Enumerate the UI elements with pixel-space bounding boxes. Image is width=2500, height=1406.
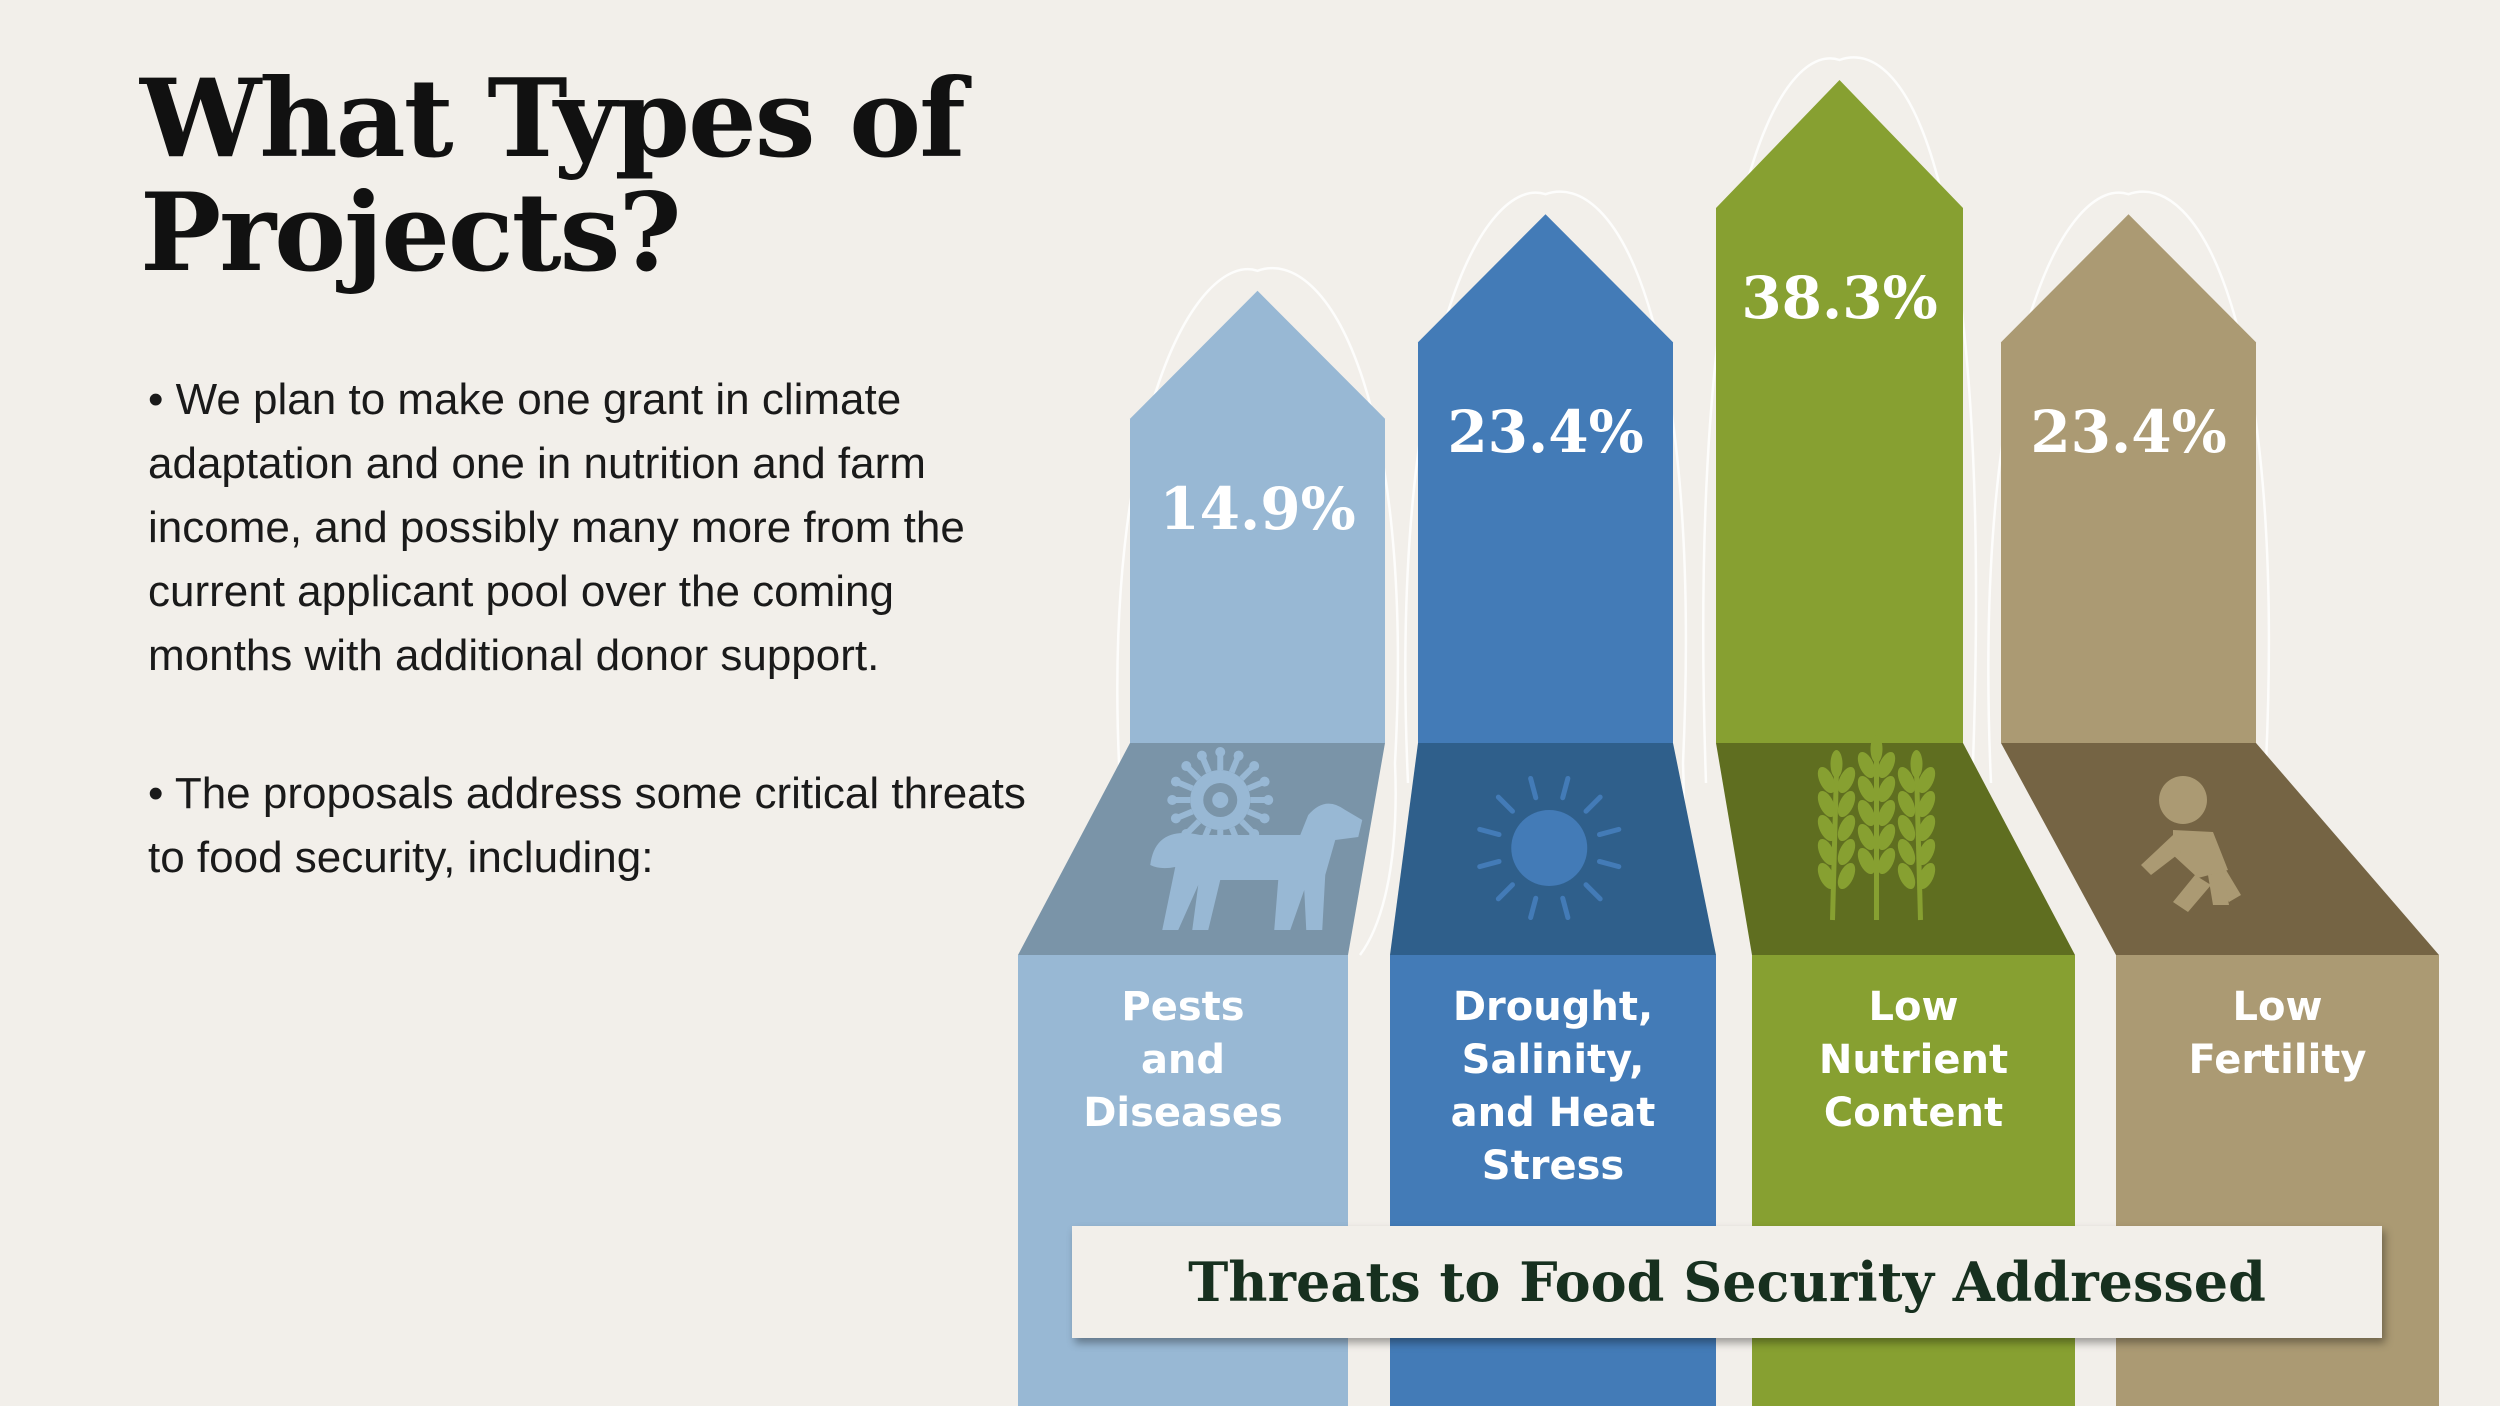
bar-pests-diseases: 14.9% Pests and Diseases (1018, 266, 1400, 1406)
category-label-pests-diseases: Pests and Diseases (1083, 984, 1283, 1136)
chart-title: Threats to Food Security Addressed (1188, 1250, 2266, 1314)
bar-top-drought-salinity-heat (1418, 214, 1673, 744)
value-label-low-nutrient: 38.3% (1741, 264, 1937, 332)
value-label-drought-salinity-heat: 23.4% (1447, 398, 1643, 466)
page-title: What Types of Projects? (140, 56, 966, 296)
category-label-drought-salinity-heat: Drought, Salinity, and Heat Stress (1451, 984, 1656, 1189)
sun-icon (1477, 775, 1622, 921)
bar-low-fertility: 23.4% Low Fertility (1987, 190, 2439, 1406)
bullet-threats: • The proposals address some critical th… (148, 769, 1026, 882)
bar-top-low-fertility (2001, 214, 2256, 744)
value-label-low-fertility: 23.4% (2030, 398, 2226, 466)
page-title-line-1: What Types of (140, 56, 966, 182)
bar-band-low-nutrient (1716, 743, 2075, 955)
crawling-baby-icon (2141, 776, 2241, 912)
bar-band-low-fertility (2001, 743, 2439, 955)
chart-caption-box: Threats to Food Security Addressed (1072, 1226, 2382, 1338)
category-label-low-nutrient: Low Nutrient Content (1819, 984, 2008, 1136)
bar-top-low-nutrient (1716, 80, 1963, 743)
bullet-grants: • We plan to make one grant in climate a… (148, 375, 965, 680)
bar-low-nutrient: 38.3% Low Nutrient Content (1702, 56, 2075, 1406)
bar-top-pests-diseases (1130, 290, 1385, 743)
value-label-pests-diseases: 14.9% (1159, 475, 1355, 543)
bar-drought-salinity-heat: 23.4% Drought, Salinity, and Heat Stress (1390, 190, 1716, 1406)
virus-and-dog-icon (1150, 747, 1363, 930)
category-label-low-fertility: Low Fertility (2188, 984, 2366, 1083)
page-title-line-2: Projects? (140, 170, 682, 296)
wheat-icon (1817, 735, 1936, 921)
